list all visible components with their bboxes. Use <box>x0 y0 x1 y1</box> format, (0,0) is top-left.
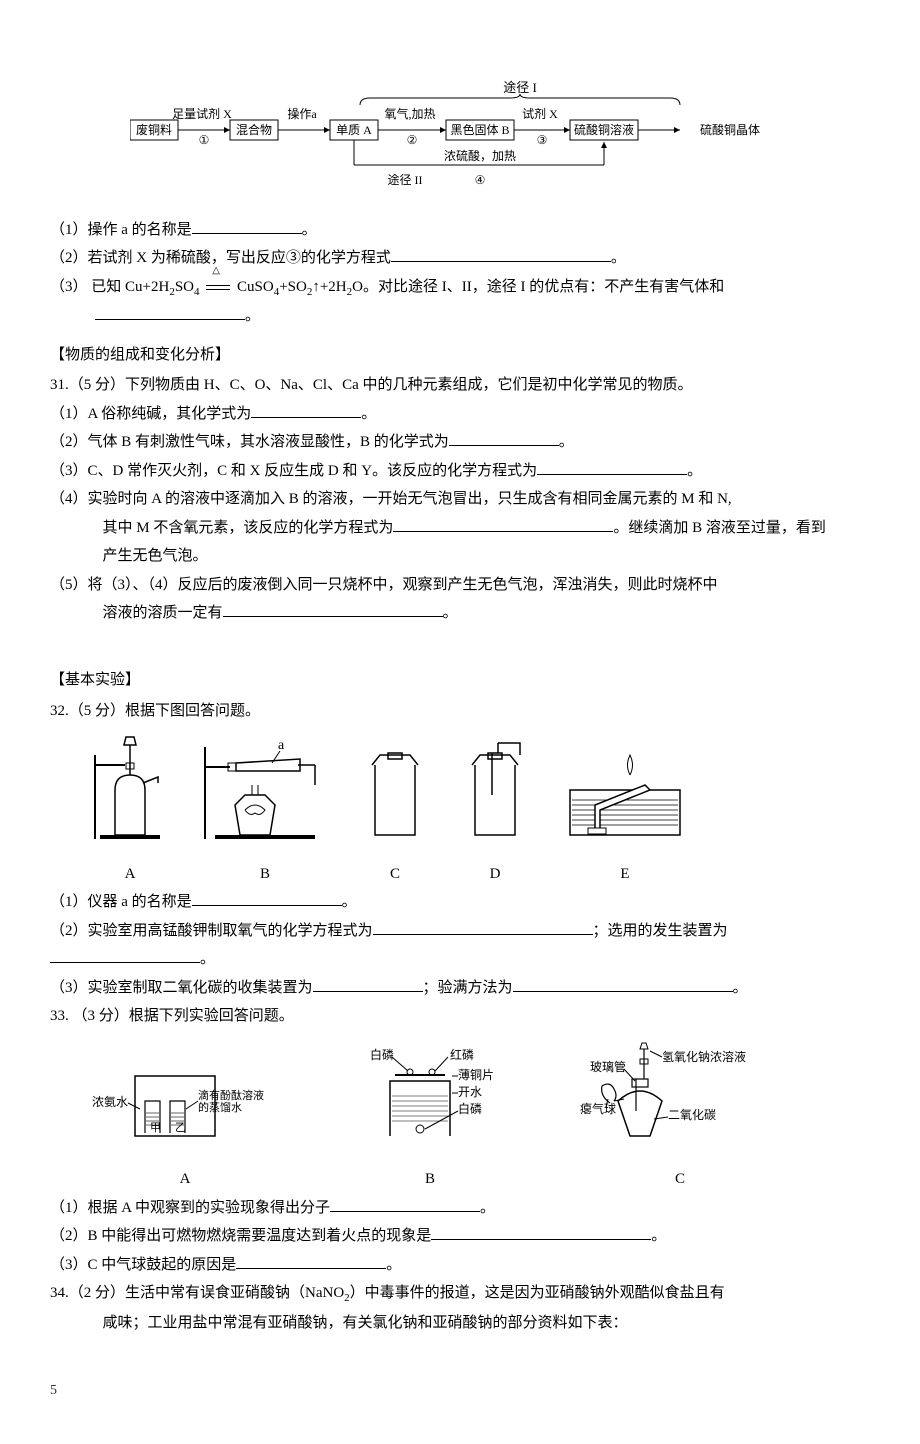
q-pre-3b: 。 <box>50 302 870 331</box>
svg-text:试剂 X: 试剂 X <box>522 106 558 121</box>
svg-text:乙: 乙 <box>175 1121 186 1134</box>
apparatus-diagrams: A a B C <box>90 735 870 888</box>
svg-text:单质 A: 单质 A <box>336 123 372 137</box>
svg-text:黑色固体 B: 黑色固体 B <box>450 123 509 137</box>
svg-text:瘪气球: 瘪气球 <box>580 1101 616 1116</box>
exp-c-icon: 玻璃管 氢氧化钠浓溶液 瘪气球 二氧化碳 <box>580 1041 780 1151</box>
exp-a-icon: 浓氨水 甲 乙 滴有酚酞溶液 的蒸馏水 <box>90 1041 280 1151</box>
q32-intro: 32.（5 分）根据下图回答问题。 <box>50 697 870 726</box>
svg-text:二氧化碳: 二氧化碳 <box>668 1108 716 1122</box>
experiment-diagrams: 浓氨水 甲 乙 滴有酚酞溶液 的蒸馏水 A 白磷 红磷 薄铜片 <box>90 1041 870 1194</box>
q31-intro: 31.（5 分）下列物质由 H、C、O、Na、Cl、Ca 中的几种元素组成，它们… <box>50 371 870 400</box>
svg-text:滴有酚酞溶液: 滴有酚酞溶液 <box>198 1088 264 1102</box>
section-composition-header: 【物质的组成和变化分析】 <box>50 341 870 370</box>
svg-text:硫酸铜晶体: 硫酸铜晶体 <box>700 122 760 137</box>
page-number: 5 <box>50 1378 870 1405</box>
q33-2: （2）B 中能得出可燃物燃烧需要温度达到着火点的现象是。 <box>50 1222 870 1251</box>
q31-5b: 溶液的溶质一定有。 <box>50 599 870 628</box>
svg-text:④: ④ <box>475 173 486 187</box>
section-basic-exp-header: 【基本实验】 <box>50 666 870 695</box>
q33-intro: 33. （3 分）根据下列实验回答问题。 <box>50 1002 870 1031</box>
apparatus-d-icon <box>460 735 530 845</box>
svg-text:白磷: 白磷 <box>458 1101 482 1116</box>
svg-text:混合物: 混合物 <box>236 122 272 137</box>
svg-text:玻璃管: 玻璃管 <box>590 1059 626 1074</box>
q-pre-2: （2）若试剂 X 为稀硫酸，写出反应③的化学方程式。 <box>50 244 870 273</box>
q34-2: 咸味；工业用盐中常混有亚硝酸钠，有关氯化钠和亚硝酸钠的部分资料如下表： <box>50 1309 870 1338</box>
apparatus-b-icon: a <box>200 735 330 845</box>
svg-text:足量试剂 X: 足量试剂 X <box>172 106 232 121</box>
q32-2: （2）实验室用高锰酸钾制取氧气的化学方程式为；选用的发生装置为。 <box>50 917 870 974</box>
q-pre-1: （1）操作 a 的名称是。 <box>50 216 870 245</box>
q33-3: （3）C 中气球鼓起的原因是。 <box>50 1251 870 1280</box>
svg-text:②: ② <box>407 133 418 147</box>
q32-1: （1）仪器 a 的名称是。 <box>50 888 870 917</box>
svg-text:薄铜片: 薄铜片 <box>458 1067 494 1082</box>
q31-4c: 产生无色气泡。 <box>50 542 870 571</box>
exp-b-icon: 白磷 红磷 薄铜片 开水 白磷 <box>340 1041 520 1151</box>
svg-text:红磷: 红磷 <box>450 1047 474 1062</box>
svg-text:开水: 开水 <box>458 1085 482 1099</box>
q31-5a: （5）将（3）、（4）反应后的废液倒入同一只烧杯中，观察到产生无色气泡，浑浊消失… <box>50 571 870 600</box>
path1-label: 途径 I <box>503 80 537 95</box>
q33-1: （1）根据 A 中观察到的实验现象得出分子。 <box>50 1194 870 1223</box>
q31-4b: 其中 M 不含氧元素，该反应的化学方程式为。继续滴加 B 溶液至过量，看到 <box>50 514 870 543</box>
apparatus-a-icon <box>90 735 170 845</box>
svg-text:废铜料: 废铜料 <box>136 122 172 137</box>
process-flowchart: 途径 I 废铜料 足量试剂 X ① 混合物 操作a 单质 A 氧气,加热 ② 黑… <box>130 80 790 201</box>
svg-text:浓氨水: 浓氨水 <box>92 1095 128 1109</box>
svg-text:氢氧化钠浓溶液: 氢氧化钠浓溶液 <box>662 1049 746 1064</box>
svg-text:的蒸馏水: 的蒸馏水 <box>198 1100 242 1114</box>
q34-1: 34.（2 分）生活中常有误食亚硝酸钠（NaNO2）中毒事件的报道，这是因为亚硝… <box>50 1279 870 1309</box>
svg-text:浓硫酸，加热: 浓硫酸，加热 <box>444 148 516 163</box>
svg-text:途径 II: 途径 II <box>388 172 423 187</box>
svg-text:白磷: 白磷 <box>370 1047 394 1062</box>
q31-2: （2）气体 B 有刺激性气味，其水溶液显酸性，B 的化学式为。 <box>50 428 870 457</box>
svg-text:氧气,加热: 氧气,加热 <box>384 106 435 121</box>
q31-1: （1）A 俗称纯碱，其化学式为。 <box>50 400 870 429</box>
svg-text:a: a <box>278 738 285 753</box>
svg-text:甲: 甲 <box>150 1122 161 1134</box>
svg-text:③: ③ <box>537 133 548 147</box>
svg-text:硫酸铜溶液: 硫酸铜溶液 <box>574 122 634 137</box>
svg-text:①: ① <box>199 133 210 147</box>
svg-text:操作a: 操作a <box>287 106 317 121</box>
q31-3: （3）C、D 常作灭火剂，C 和 X 反应生成 D 和 Y。该反应的化学方程式为… <box>50 457 870 486</box>
apparatus-c-icon <box>360 735 430 845</box>
q32-3: （3）实验室制取二氧化碳的收集装置为；验满方法为。 <box>50 974 870 1003</box>
apparatus-e-icon <box>560 735 690 845</box>
q-pre-3: （3） 已知 Cu+2H2SO4 △ CuSO4+SO2↑+2H2O。对比途径 … <box>50 273 870 303</box>
q31-4a: （4）实验时向 A 的溶液中逐滴加入 B 的溶液，一开始无气泡冒出，只生成含有相… <box>50 485 870 514</box>
